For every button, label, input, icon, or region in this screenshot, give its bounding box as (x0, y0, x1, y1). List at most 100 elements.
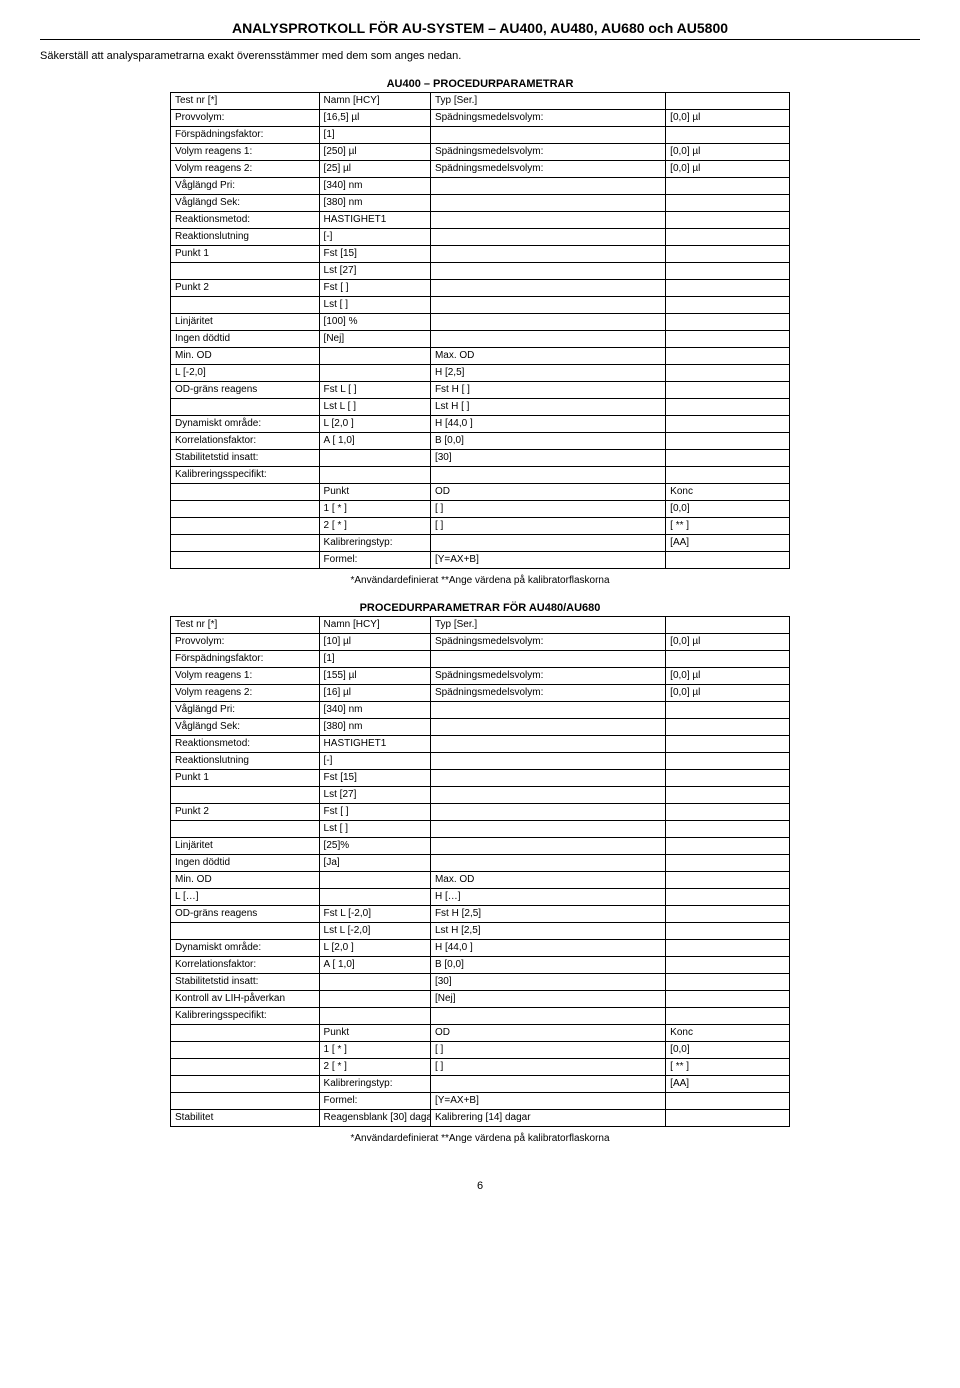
table-cell: [Nej] (319, 331, 430, 348)
table-row: Lst [ ] (171, 297, 790, 314)
table-cell: Lst [ ] (319, 297, 430, 314)
table-cell: Lst L [-2,0] (319, 923, 430, 940)
table-row: Volym reagens 1:[250] µlSpädningsmedelsv… (171, 144, 790, 161)
table-cell: Fst [ ] (319, 804, 430, 821)
table-cell: [Ja] (319, 855, 430, 872)
table-cell (666, 991, 790, 1008)
table-cell: H [44,0 ] (430, 940, 665, 957)
table-cell: OD (430, 1025, 665, 1042)
table-cell (171, 787, 320, 804)
table-cell (666, 770, 790, 787)
table-cell: Linjäritet (171, 314, 320, 331)
table-row: Kalibreringstyp: [AA] (171, 1076, 790, 1093)
table-cell (666, 127, 790, 144)
table-row: Dynamiskt område:L [2,0 ]H [44,0 ] (171, 940, 790, 957)
table-cell: [ ] (430, 501, 665, 518)
table-cell: Våglängd Sek: (171, 719, 320, 736)
table-cell (666, 1110, 790, 1127)
table-row: Korrelationsfaktor:A [ 1,0]B [0,0] (171, 433, 790, 450)
table-row: Kalibreringsspecifikt: (171, 467, 790, 484)
table-cell: Kontroll av LIH-påverkan (171, 991, 320, 1008)
table-cell (171, 1076, 320, 1093)
table-cell: Punkt (319, 484, 430, 501)
table-cell (666, 93, 790, 110)
table-cell (171, 484, 320, 501)
table-cell (430, 838, 665, 855)
table-cell: Fst L [-2,0] (319, 906, 430, 923)
table-cell: Lst [27] (319, 787, 430, 804)
table-cell: [0,0] µl (666, 685, 790, 702)
table-cell: Fst [ ] (319, 280, 430, 297)
table-cell (666, 923, 790, 940)
table-au480-au680: Test nr [*]Namn [HCY]Typ [Ser.]Provvolym… (170, 616, 790, 1127)
table-row: 2 [ * ][ ][ ** ] (171, 1059, 790, 1076)
table-cell (666, 957, 790, 974)
table-cell (430, 212, 665, 229)
table-cell (430, 263, 665, 280)
table-row: Linjäritet[100] % (171, 314, 790, 331)
table-cell: [340] nm (319, 702, 430, 719)
table-cell (666, 348, 790, 365)
table-cell (319, 450, 430, 467)
table-au400: Test nr [*]Namn [HCY]Typ [Ser.]Provvolym… (170, 92, 790, 569)
table-cell: Spädningsmedelsvolym: (430, 685, 665, 702)
table-cell: Punkt 2 (171, 280, 320, 297)
table-cell (666, 906, 790, 923)
table-cell (666, 651, 790, 668)
table-row: PunktODKonc (171, 1025, 790, 1042)
table-cell (171, 1059, 320, 1076)
table-cell: [ ** ] (666, 1059, 790, 1076)
table-row: Förspädningsfaktor:[1] (171, 651, 790, 668)
table-cell (666, 365, 790, 382)
table-cell: 2 [ * ] (319, 1059, 430, 1076)
table-cell (666, 753, 790, 770)
table-cell: [0,0] µl (666, 144, 790, 161)
table-cell (430, 229, 665, 246)
table-cell (666, 450, 790, 467)
table-cell: Test nr [*] (171, 93, 320, 110)
table-row: StabilitetReagensblank [30] dagarKalibre… (171, 1110, 790, 1127)
table-cell: [-] (319, 753, 430, 770)
page-subtitle: Säkerställ att analysparametrarna exakt … (40, 50, 920, 62)
table-cell: [Nej] (430, 991, 665, 1008)
table-cell: Min. OD (171, 348, 320, 365)
table-cell: [16] µl (319, 685, 430, 702)
table-cell (666, 617, 790, 634)
table-cell (666, 1093, 790, 1110)
table-cell (666, 702, 790, 719)
table-cell: L […] (171, 889, 320, 906)
table-row: Ingen dödtid[Nej] (171, 331, 790, 348)
table-cell (666, 331, 790, 348)
table-cell: Fst H [ ] (430, 382, 665, 399)
table-cell: Spädningsmedelsvolym: (430, 144, 665, 161)
table-row: Lst L [-2,0]Lst H [2,5] (171, 923, 790, 940)
table-cell: Fst H [2,5] (430, 906, 665, 923)
table-cell: A [ 1,0] (319, 433, 430, 450)
table-row: Volym reagens 2:[25] µlSpädningsmedelsvo… (171, 161, 790, 178)
table-cell: Ingen dödtid (171, 855, 320, 872)
table-row: Punkt 1Fst [15] (171, 246, 790, 263)
table-cell: [ ] (430, 518, 665, 535)
table-cell: H [44,0 ] (430, 416, 665, 433)
table-cell: H […] (430, 889, 665, 906)
table-cell: Punkt (319, 1025, 430, 1042)
table-cell: Typ [Ser.] (430, 93, 665, 110)
table-cell: Fst L [ ] (319, 382, 430, 399)
table-cell (171, 821, 320, 838)
table-row: Kontroll av LIH-påverkan [Nej] (171, 991, 790, 1008)
table-cell (666, 416, 790, 433)
table-cell (430, 127, 665, 144)
table-cell: [1] (319, 651, 430, 668)
table-cell (430, 297, 665, 314)
table-cell (666, 212, 790, 229)
table-cell: [0,0] (666, 501, 790, 518)
table-cell: Stabilitetstid insatt: (171, 450, 320, 467)
table-cell: Lst [27] (319, 263, 430, 280)
table-row: Lst [27] (171, 263, 790, 280)
table-cell: [0,0] µl (666, 161, 790, 178)
table-cell (171, 518, 320, 535)
table-cell (171, 501, 320, 518)
table-row: Reaktionsmetod:HASTIGHET1 (171, 736, 790, 753)
table-cell: Kalibreringstyp: (319, 1076, 430, 1093)
table-cell: [AA] (666, 1076, 790, 1093)
